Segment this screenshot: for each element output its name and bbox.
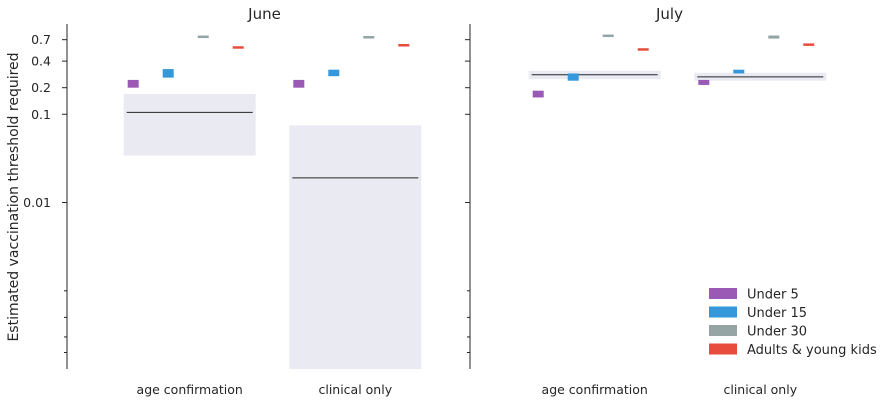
series-marker	[733, 69, 745, 74]
y-tick-label: 0.1	[31, 107, 51, 122]
y-tick-label: 0.2	[31, 80, 51, 95]
legend-swatch	[709, 343, 737, 355]
range-band	[123, 93, 256, 156]
y-tick-label: 0.4	[31, 54, 51, 69]
series-marker	[127, 79, 139, 88]
legend-label: Under 15	[747, 306, 807, 321]
legend-label: Adults & young kids	[747, 343, 877, 358]
y-tick-label: 0.01	[23, 195, 51, 210]
y-tick-label: 0.7	[31, 32, 51, 47]
series-marker	[803, 43, 815, 46]
legend-swatch	[709, 288, 737, 299]
series-marker	[398, 44, 410, 47]
x-tick-label: clinical only	[318, 382, 392, 397]
panel-title: July	[655, 5, 683, 23]
series-marker	[532, 90, 544, 98]
series-marker	[637, 48, 649, 51]
series-marker	[162, 69, 174, 78]
series-marker	[293, 79, 305, 88]
y-axis-label: Estimated vaccination threshold required	[6, 52, 22, 341]
series-marker	[197, 35, 209, 39]
x-tick-label: age confirmation	[137, 382, 243, 397]
x-tick-label: clinical only	[723, 382, 797, 397]
legend-label: Under 30	[747, 325, 807, 340]
panel-title: June	[247, 5, 281, 23]
x-tick-label: age confirmation	[542, 382, 648, 397]
series-marker	[698, 79, 710, 85]
series-marker	[363, 36, 375, 39]
series-marker	[567, 73, 579, 81]
legend-label: Under 5	[747, 288, 799, 303]
legend-swatch	[709, 306, 737, 318]
legend-swatch	[709, 325, 737, 336]
series-marker	[232, 46, 244, 49]
series-marker	[602, 34, 614, 38]
range-band	[289, 125, 422, 370]
series-marker	[768, 35, 780, 39]
series-marker	[328, 69, 340, 77]
